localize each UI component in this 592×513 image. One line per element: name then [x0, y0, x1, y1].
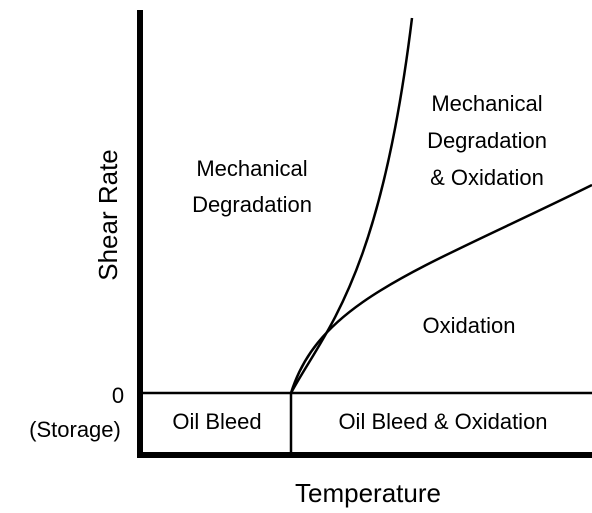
- region-label: Oil Bleed & Oxidation: [338, 409, 547, 434]
- boundary-curve: [289, 183, 592, 394]
- region-label: Oxidation: [423, 313, 516, 338]
- region-label: Degradation: [427, 128, 547, 153]
- region-label: Degradation: [192, 192, 312, 217]
- boundary-curve: [289, 17, 414, 394]
- region-label: Oil Bleed: [172, 409, 261, 434]
- y-tick-label: (Storage): [29, 417, 121, 442]
- y-tick-label: 0: [112, 383, 124, 408]
- region-label: Mechanical: [431, 91, 542, 116]
- region-label: Mechanical: [196, 156, 307, 181]
- x-axis-label: Temperature: [295, 478, 441, 508]
- y-axis-label: Shear Rate: [93, 149, 123, 281]
- region-label: & Oxidation: [430, 165, 544, 190]
